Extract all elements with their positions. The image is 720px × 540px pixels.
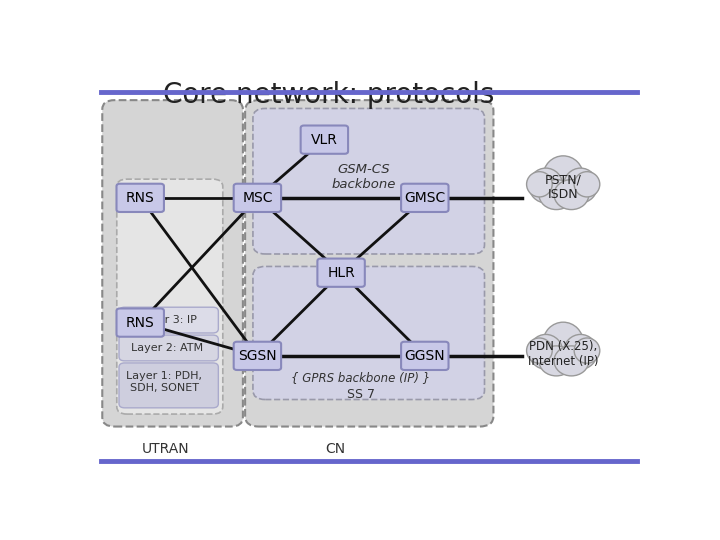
FancyBboxPatch shape <box>119 335 218 361</box>
Text: GMSC: GMSC <box>404 191 446 205</box>
Text: GGSN: GGSN <box>405 349 445 363</box>
Text: PDN (X.25),
Internet (IP): PDN (X.25), Internet (IP) <box>528 340 598 368</box>
Ellipse shape <box>529 334 563 369</box>
Ellipse shape <box>526 172 552 197</box>
FancyBboxPatch shape <box>234 342 281 370</box>
FancyBboxPatch shape <box>245 100 493 427</box>
FancyBboxPatch shape <box>253 109 485 254</box>
Text: HLR: HLR <box>327 266 355 280</box>
Text: MSC: MSC <box>242 191 273 205</box>
Ellipse shape <box>539 180 574 210</box>
Text: VLR: VLR <box>311 133 338 147</box>
Ellipse shape <box>574 338 600 363</box>
Text: CN: CN <box>325 442 346 456</box>
Ellipse shape <box>543 156 583 197</box>
Ellipse shape <box>554 180 589 210</box>
FancyBboxPatch shape <box>318 259 365 287</box>
Text: Layer 2: ATM: Layer 2: ATM <box>131 342 203 353</box>
Ellipse shape <box>554 346 589 376</box>
Text: Layer 3: IP: Layer 3: IP <box>138 315 197 325</box>
Ellipse shape <box>574 172 600 197</box>
FancyBboxPatch shape <box>234 184 281 212</box>
Text: SGSN: SGSN <box>238 349 276 363</box>
Text: RNS: RNS <box>126 315 155 329</box>
FancyBboxPatch shape <box>117 179 222 414</box>
FancyBboxPatch shape <box>401 184 449 212</box>
FancyBboxPatch shape <box>117 308 164 337</box>
Ellipse shape <box>529 168 563 203</box>
Text: RNS: RNS <box>126 191 155 205</box>
Text: GSM-CS
backbone: GSM-CS backbone <box>331 163 395 191</box>
Text: { GPRS backbone (IP) }: { GPRS backbone (IP) } <box>291 371 431 384</box>
Text: PSTN/
ISDN: PSTN/ ISDN <box>545 173 582 201</box>
FancyBboxPatch shape <box>401 342 449 370</box>
FancyBboxPatch shape <box>102 100 243 427</box>
Text: Layer 1: PDH,
SDH, SONET: Layer 1: PDH, SDH, SONET <box>126 372 202 393</box>
Ellipse shape <box>543 322 583 363</box>
FancyBboxPatch shape <box>119 363 218 408</box>
Ellipse shape <box>564 334 598 369</box>
FancyBboxPatch shape <box>253 266 485 400</box>
Text: UTRAN: UTRAN <box>142 442 189 456</box>
Ellipse shape <box>564 168 598 203</box>
Ellipse shape <box>526 338 552 363</box>
Text: SS 7: SS 7 <box>346 388 374 401</box>
Text: Core network: protocols: Core network: protocols <box>163 82 494 110</box>
FancyBboxPatch shape <box>117 184 164 212</box>
FancyBboxPatch shape <box>301 125 348 154</box>
FancyBboxPatch shape <box>119 307 218 333</box>
Ellipse shape <box>539 346 574 376</box>
